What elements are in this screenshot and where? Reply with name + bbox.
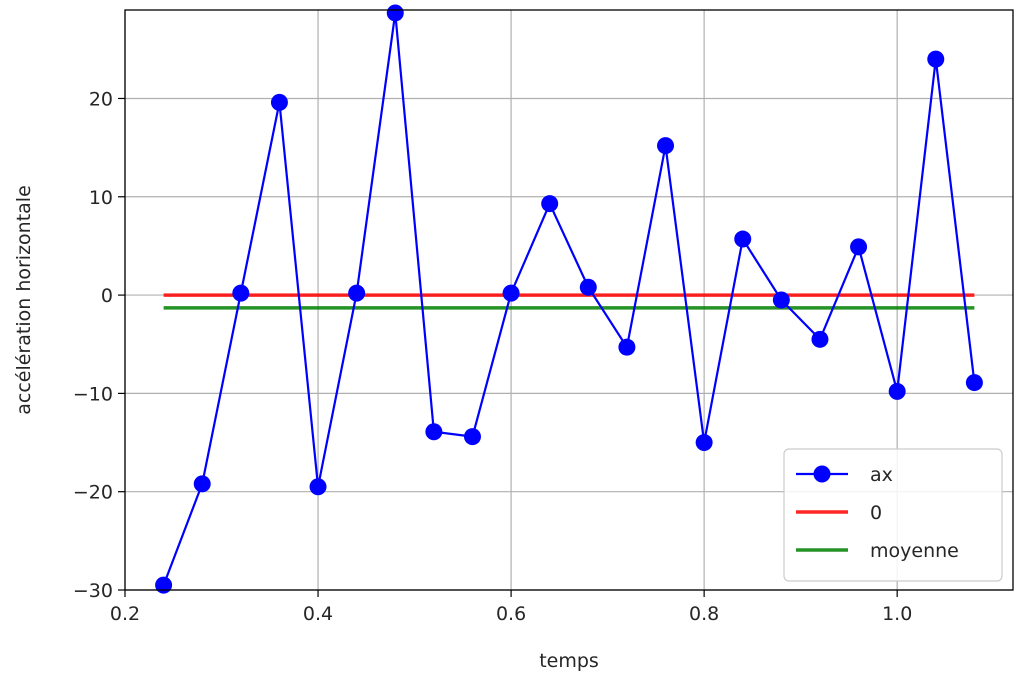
data-point bbox=[386, 4, 404, 22]
legend-entry: moyenne bbox=[796, 540, 959, 562]
series-ax bbox=[155, 4, 983, 594]
series-layer bbox=[155, 4, 983, 594]
data-point bbox=[155, 576, 173, 594]
data-point bbox=[463, 428, 481, 446]
x-tick-label: 1.0 bbox=[882, 603, 912, 625]
data-point bbox=[232, 284, 250, 302]
data-point bbox=[193, 475, 211, 493]
x-tick-label: 0.6 bbox=[496, 603, 526, 625]
legend-marker bbox=[813, 465, 831, 483]
data-point bbox=[734, 230, 752, 248]
plot-frame bbox=[124, 9, 1014, 591]
legend-label: moyenne bbox=[870, 540, 959, 562]
data-point bbox=[348, 284, 366, 302]
data-point bbox=[309, 478, 327, 496]
data-point bbox=[425, 423, 443, 441]
data-point bbox=[965, 374, 983, 392]
data-point bbox=[541, 195, 559, 213]
legend: ax 0 moyenne bbox=[783, 448, 1003, 582]
data-point bbox=[270, 93, 288, 111]
x-tick-label: 0.2 bbox=[110, 603, 140, 625]
y-tick-label: −30 bbox=[73, 580, 113, 602]
data-point bbox=[695, 434, 713, 452]
y-tick-label: −20 bbox=[73, 482, 113, 504]
data-point bbox=[888, 382, 906, 400]
tick-layer: 0.2 0.4 0.6 0.8 1.0 −30 −20 −10 0 10 20 bbox=[73, 88, 912, 625]
data-point bbox=[502, 284, 520, 302]
x-axis-label: temps bbox=[539, 650, 599, 672]
y-tick-label: 10 bbox=[89, 187, 113, 209]
data-point bbox=[618, 338, 636, 356]
series-line bbox=[162, 12, 976, 586]
data-point bbox=[850, 238, 868, 256]
y-tick-label: 20 bbox=[89, 88, 113, 110]
x-tick-label: 0.8 bbox=[689, 603, 719, 625]
data-point bbox=[579, 278, 597, 296]
data-point bbox=[927, 50, 945, 68]
legend-label: 0 bbox=[870, 502, 882, 524]
y-tick-label: −10 bbox=[73, 383, 113, 405]
legend-box bbox=[783, 448, 1003, 582]
data-point bbox=[657, 137, 675, 155]
legend-entry: ax bbox=[796, 464, 893, 486]
data-point bbox=[811, 330, 829, 348]
data-point bbox=[772, 291, 790, 309]
legend-entry: 0 bbox=[796, 502, 882, 524]
y-axis-label: accélération horizontale bbox=[13, 185, 35, 415]
legend-label: ax bbox=[870, 464, 893, 486]
y-tick-label: 0 bbox=[101, 285, 113, 307]
x-tick-label: 0.4 bbox=[303, 603, 333, 625]
